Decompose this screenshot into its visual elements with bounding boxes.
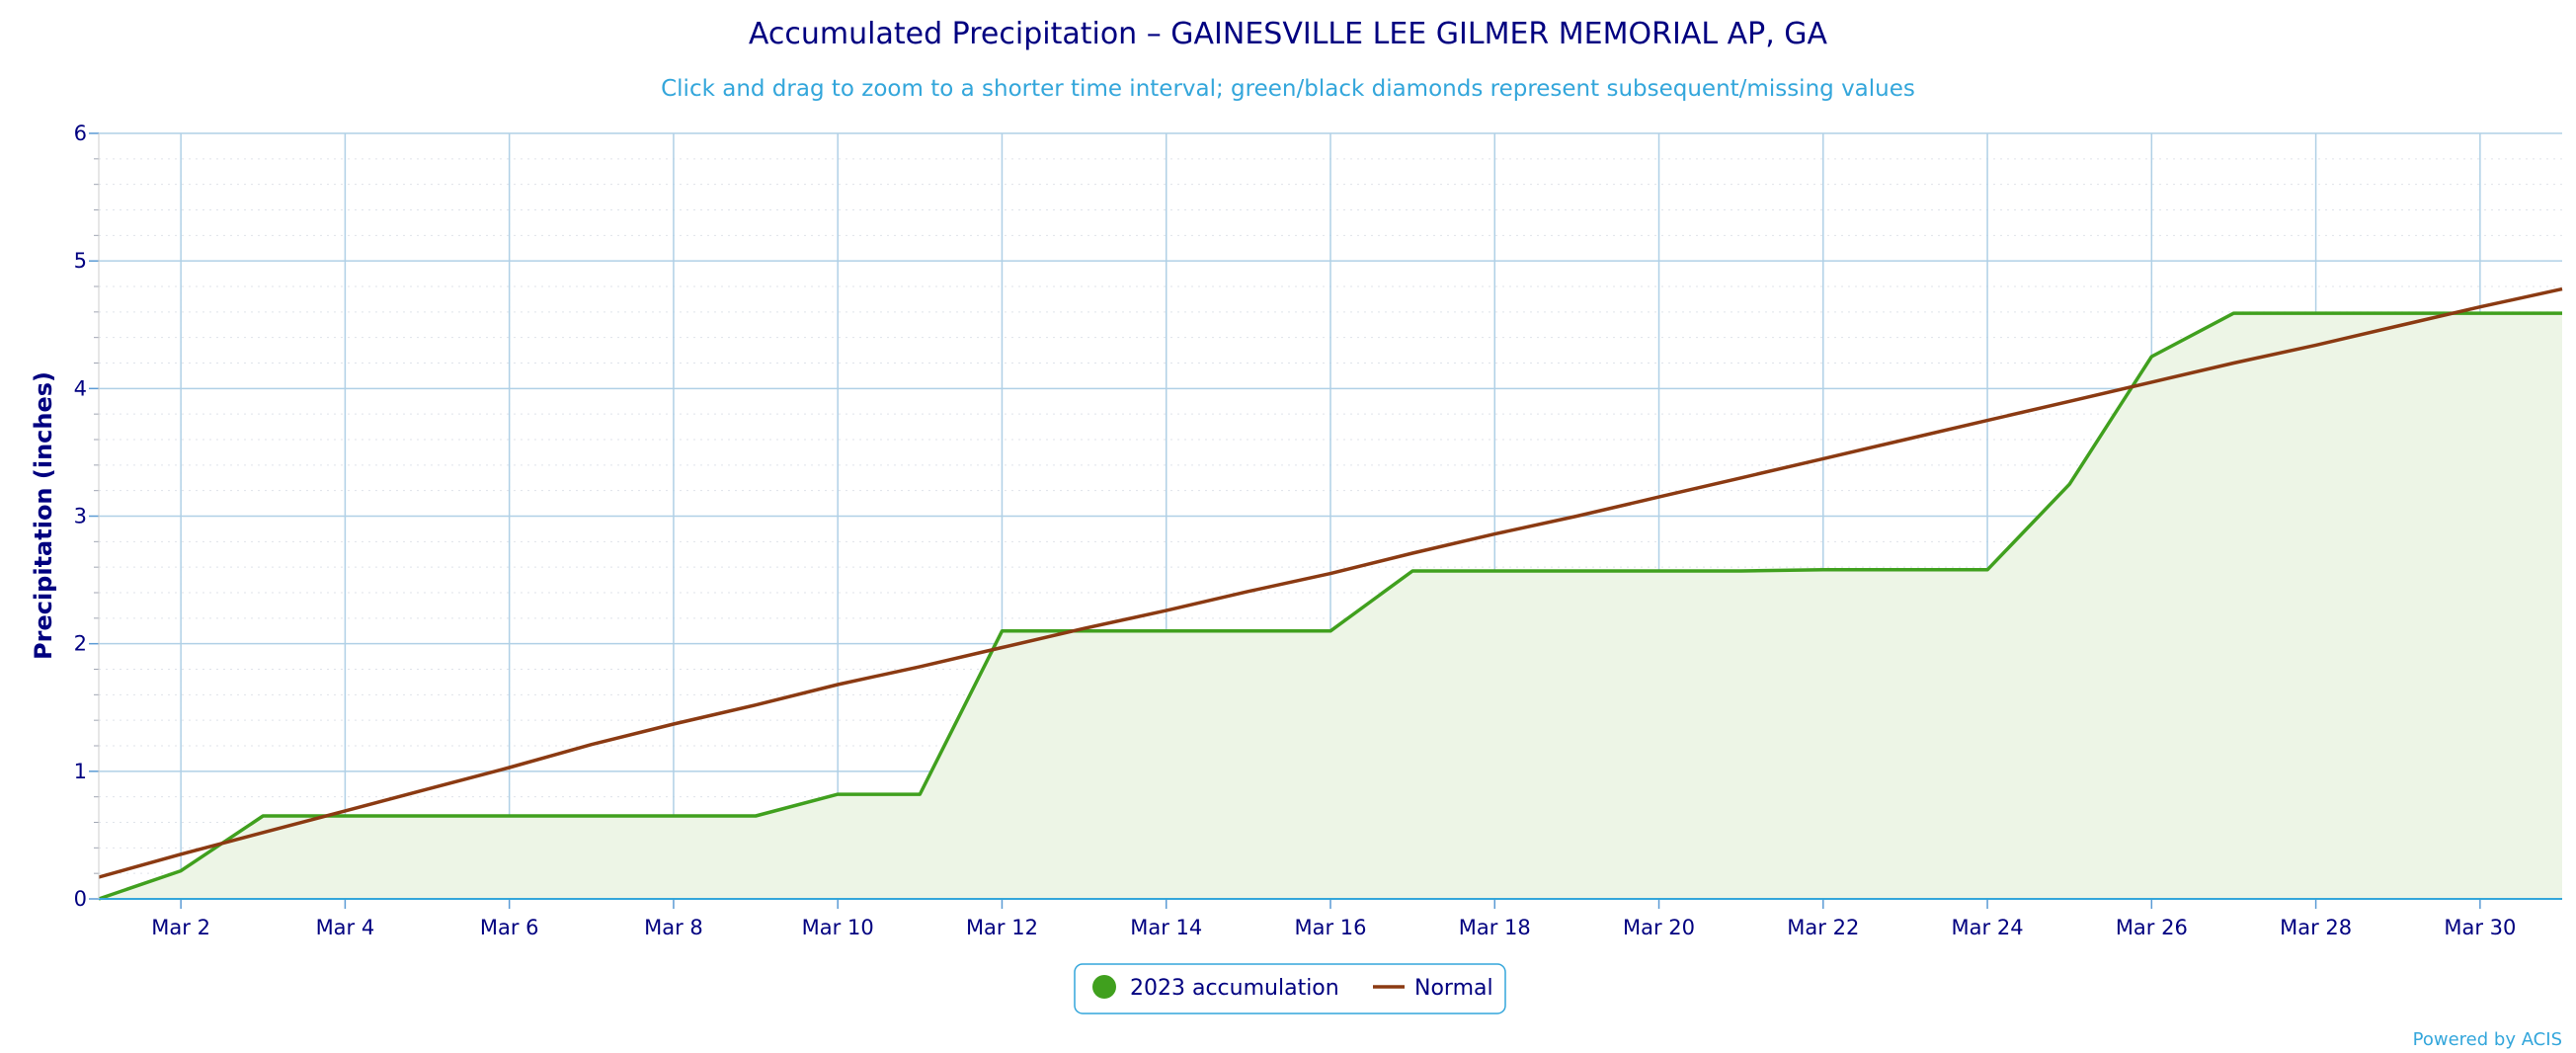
series-area-accumulation [99, 313, 2562, 900]
x-tick-label: Mar 14 [1130, 916, 1202, 939]
x-tick-label: Mar 12 [966, 916, 1038, 939]
y-tick-label: 0 [74, 887, 87, 911]
x-tick-label: Mar 18 [1459, 916, 1531, 939]
y-tick-label: 4 [74, 376, 87, 400]
x-tick-label: Mar 30 [2444, 916, 2516, 939]
legend-accumulation-marker [1092, 975, 1116, 999]
x-tick-label: Mar 8 [644, 916, 703, 939]
x-tick-label: Mar 2 [151, 916, 210, 939]
plot-axes: 0 1 2 3 4 5 6 Mar 2 Mar 4 Mar 6 Mar 8 Mar 10 Mar 12 M… [74, 122, 2562, 939]
y-tick-label: 1 [74, 760, 87, 783]
plot-series[interactable] [98, 286, 2563, 901]
legend-accumulation-label: 2023 accumulation [1130, 976, 1339, 1001]
chart-subtitle: Click and drag to zoom to a shorter time… [661, 76, 1915, 102]
y-axis-title: Precipitation (inches) [30, 371, 57, 660]
x-tick-label: Mar 10 [802, 916, 874, 939]
y-tick-label: 2 [74, 632, 87, 656]
x-tick-label: Mar 28 [2280, 916, 2352, 939]
x-tick-label: Mar 22 [1787, 916, 1859, 939]
x-tick-label: Mar 6 [480, 916, 539, 939]
legend-item-normal[interactable]: Normal [1373, 976, 1493, 1001]
legend-box [1074, 963, 1506, 1014]
x-tick-label: Mar 16 [1294, 916, 1366, 939]
y-tick-label: 6 [74, 122, 87, 145]
legend-normal-label: Normal [1414, 976, 1493, 1001]
chart-title: Accumulated Precipitation – GAINESVILLE … [749, 17, 1828, 51]
x-tick-label: Mar 26 [2116, 916, 2188, 939]
legend-item-accumulation[interactable]: 2023 accumulation [1092, 975, 1339, 1001]
x-tick-label: Mar 24 [1952, 916, 2024, 939]
chart-legend[interactable]: 2023 accumulation Normal [1074, 963, 1506, 1014]
y-tick-label: 5 [74, 249, 87, 273]
x-tick-label: Mar 4 [316, 916, 375, 939]
credit-link[interactable]: Powered by ACIS [2413, 1029, 2562, 1050]
series-line-accumulation[interactable] [98, 311, 2562, 901]
series-line-normal[interactable] [98, 286, 2563, 879]
y-tick-label: 3 [74, 505, 87, 528]
x-tick-label: Mar 20 [1623, 916, 1695, 939]
